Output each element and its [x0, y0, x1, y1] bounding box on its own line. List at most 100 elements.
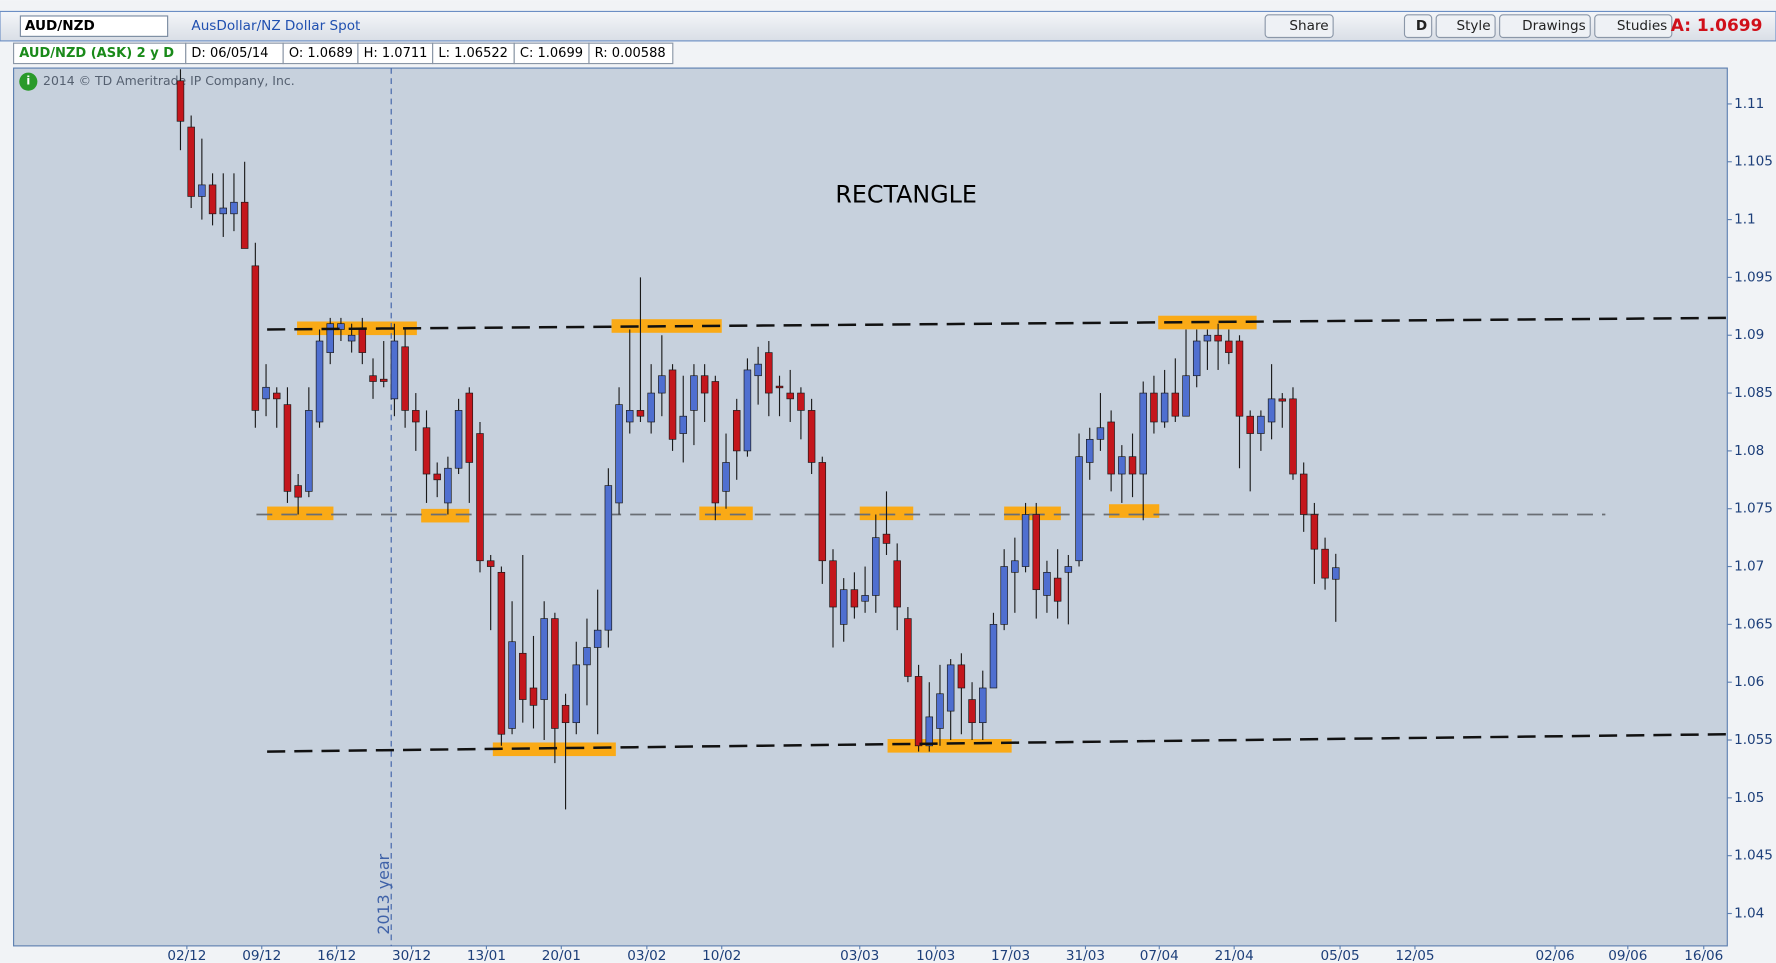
- y-tick-label: 1.085: [1734, 385, 1773, 401]
- candle-body: [765, 352, 773, 394]
- candle-body: [1299, 473, 1308, 515]
- toolbar-button[interactable]: [1403, 14, 1433, 39]
- candle-body: [262, 386, 270, 400]
- candle-body: [818, 462, 827, 562]
- candle-body: [1118, 456, 1126, 475]
- candle-body: [679, 415, 687, 434]
- candle-body: [1139, 392, 1147, 475]
- candle-body: [1096, 427, 1105, 440]
- x-tick-label: 03/03: [840, 948, 879, 963]
- candle-body: [1032, 514, 1040, 591]
- candle-body: [829, 560, 837, 608]
- candle-body: [658, 375, 666, 394]
- plot: [176, 68, 1728, 946]
- candle-body: [1171, 392, 1180, 417]
- candle-body: [1278, 398, 1287, 402]
- candle-body: [925, 716, 934, 747]
- year-line-label: 2013 year: [374, 853, 393, 934]
- candle-body: [1086, 438, 1094, 463]
- candle-body: [872, 537, 880, 596]
- x-tick-label: 21/04: [1215, 948, 1254, 963]
- info-text: R: 0.00588: [595, 46, 666, 61]
- candle-body: [690, 375, 698, 411]
- info-icon[interactable]: [19, 72, 38, 91]
- x-tick-label: 10/03: [916, 948, 955, 963]
- toolbar-button[interactable]: [1594, 14, 1673, 39]
- candle-body: [882, 533, 891, 544]
- candle-body: [732, 410, 741, 452]
- candle-body: [529, 687, 538, 706]
- x-tick-label: 02/06: [1535, 948, 1574, 963]
- candle-body: [497, 571, 506, 735]
- candle-body: [358, 329, 367, 353]
- candle-body: [1053, 577, 1062, 602]
- buttons: Share D Style Drawings Studies: [1264, 14, 1673, 39]
- candle-body: [561, 704, 570, 724]
- candle-body: [807, 410, 816, 463]
- candle-body: [989, 624, 998, 689]
- candle-body: [390, 340, 399, 400]
- candle-body: [176, 80, 185, 122]
- candle-body: [326, 323, 334, 353]
- candle-body: [1021, 514, 1030, 567]
- zone: [611, 319, 722, 333]
- candle-body: [1182, 375, 1190, 417]
- candle-body: [1128, 456, 1137, 475]
- candle-body: [347, 334, 356, 342]
- y-tick-label: 1.105: [1734, 154, 1773, 170]
- candle-body: [893, 560, 901, 608]
- y-tick-label: 1.04: [1734, 906, 1764, 922]
- y-tick-label: 1.08: [1734, 443, 1764, 459]
- candle-body: [711, 381, 720, 504]
- copyright: 2014 © TD Ameritrade IP Company, Inc.: [43, 73, 295, 88]
- toolbar-button[interactable]: [1499, 14, 1591, 39]
- candle-body: [315, 340, 324, 423]
- candle-body: [219, 207, 227, 215]
- zone: [699, 506, 753, 521]
- info-text: C: 1.0699: [520, 46, 583, 61]
- symbol-box[interactable]: [19, 15, 169, 37]
- candle-body: [1246, 415, 1254, 434]
- candle-body: [583, 647, 591, 666]
- y-tick-label: 1.055: [1734, 732, 1773, 748]
- candle-body: [636, 410, 645, 417]
- candle-body: [1332, 567, 1340, 580]
- candle-body: [433, 473, 441, 481]
- candle-body: [861, 595, 869, 602]
- candle-body: [700, 375, 709, 394]
- candle-body: [519, 652, 527, 700]
- candle-body: [422, 427, 431, 475]
- info-cell: [588, 42, 674, 65]
- candle-body: [273, 392, 281, 400]
- toolbar-button[interactable]: [1435, 14, 1496, 39]
- candle-body: [486, 560, 495, 567]
- candle-body: [957, 664, 966, 689]
- candle-body: [208, 184, 217, 215]
- candle-body: [786, 392, 794, 400]
- y-tick-label: 1.09: [1734, 327, 1764, 343]
- zone: [267, 506, 334, 521]
- y-tick-label: 1.065: [1734, 616, 1773, 632]
- candle-body: [775, 385, 784, 389]
- candle-body: [1150, 392, 1158, 423]
- candle-body: [379, 378, 388, 382]
- y-tick-label: 1.095: [1734, 269, 1773, 285]
- ask-price: A: 1.0699: [1671, 16, 1763, 36]
- y-tick-label: 1.075: [1734, 501, 1773, 517]
- candle-body: [283, 404, 292, 492]
- candle-body: [305, 410, 313, 492]
- candle-body: [946, 664, 955, 712]
- info-icon-glyph: i: [26, 74, 30, 88]
- candle-body: [1321, 548, 1329, 579]
- candle-body: [1214, 334, 1222, 342]
- candle-body: [401, 346, 409, 411]
- info-text: AUD/NZD (ASK) 2 y D: [19, 46, 174, 61]
- candle-body: [647, 392, 655, 423]
- toolbar-button[interactable]: [1264, 14, 1334, 39]
- candle-body: [1075, 456, 1083, 562]
- candle-body: [187, 126, 195, 197]
- info-bar: AUD/NZD (ASK) 2 y D D: 06/05/14 O: 1.0689 H…: [13, 42, 674, 65]
- candle-body: [968, 699, 976, 724]
- zone: [1004, 506, 1061, 521]
- candle-body: [508, 641, 516, 729]
